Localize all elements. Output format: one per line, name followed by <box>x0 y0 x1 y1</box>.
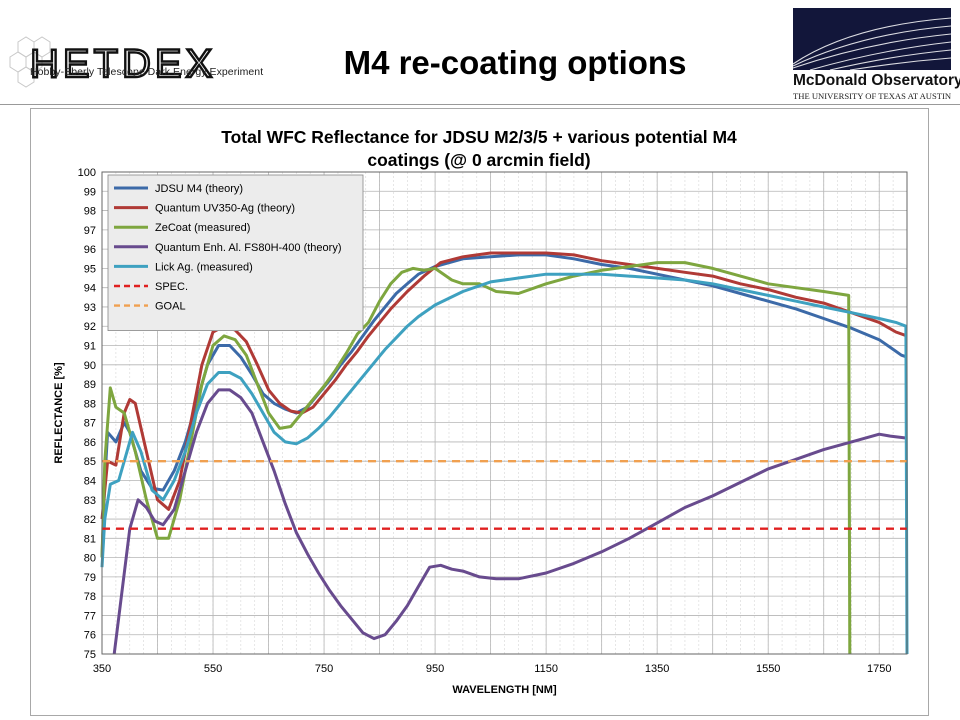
legend-entry: ZeCoat (measured) <box>155 222 250 234</box>
mountain-rays-icon <box>792 17 952 71</box>
y-tick-label: 91 <box>84 341 96 353</box>
series-line-3 <box>112 388 908 655</box>
y-tick-label: 92 <box>84 321 96 333</box>
y-tick-label: 90 <box>84 360 96 372</box>
slide-title: M4 re-coating options <box>343 44 687 81</box>
y-tick-label: 76 <box>84 630 96 642</box>
legend-entry: JDSU M4 (theory) <box>155 183 243 195</box>
legend-entry: GOAL <box>155 301 186 313</box>
legend-entry: Lick Ag. (measured) <box>155 261 253 273</box>
legend-entry: Quantum Enh. Al. FS80H-400 (theory) <box>155 242 341 254</box>
legend: JDSU M4 (theory) Quantum UV350-Ag (theory… <box>107 174 364 332</box>
y-tick-label: 89 <box>84 379 96 391</box>
y-tick-label: 96 <box>84 244 96 256</box>
y-tick-label: 98 <box>84 206 96 218</box>
y-tick-label: 95 <box>84 263 96 275</box>
mcdonald-subtitle: THE UNIVERSITY OF TEXAS AT AUSTIN <box>793 91 952 101</box>
x-tick-label: 550 <box>204 663 222 675</box>
series-line-2 <box>100 261 852 655</box>
series-layer <box>100 251 909 655</box>
y-tick-label: 99 <box>84 186 96 198</box>
y-tick-label: 78 <box>84 591 96 603</box>
x-tick-label: 1750 <box>867 663 891 675</box>
reflectance-chart: Total WFC Reflectance for JDSU M2/3/5 + … <box>53 127 909 696</box>
x-axis-label: WAVELENGTH [NM] <box>452 684 557 696</box>
mcdonald-logo <box>792 8 952 71</box>
y-tick-label: 93 <box>84 302 96 314</box>
y-tick-label: 88 <box>84 398 96 410</box>
y-tick-label: 86 <box>84 437 96 449</box>
x-tick-label: 350 <box>93 663 111 675</box>
series-line-4 <box>100 272 909 655</box>
hetdex-logo-text: HETDEX <box>30 42 216 86</box>
x-tick-label: 1350 <box>645 663 669 675</box>
chart-title-line2: coatings (@ 0 arcmin field) <box>367 150 590 170</box>
y-tick-label: 83 <box>84 495 96 507</box>
hetdex-logo: HETDEX <box>9 36 216 88</box>
series-line-1 <box>100 251 908 520</box>
chart-title-line1: Total WFC Reflectance for JDSU M2/3/5 + … <box>221 127 737 147</box>
y-tick-label: 77 <box>84 610 96 622</box>
header-divider <box>0 104 960 105</box>
y-tick-label: 81 <box>84 533 96 545</box>
plot-border <box>101 171 908 655</box>
y-tick-label: 85 <box>84 456 96 468</box>
y-tick-labels: 75 76 77 78 79 80 81 82 83 84 85 86 87 88 89 90 91 92 93 94… <box>78 167 96 661</box>
y-tick-label: 100 <box>78 167 96 179</box>
y-tick-label: 75 <box>84 649 96 661</box>
y-tick-label: 82 <box>84 514 96 526</box>
hexagon-pattern-icon <box>9 36 51 88</box>
x-tick-label: 750 <box>315 663 333 675</box>
x-tick-label: 1150 <box>534 663 558 675</box>
y-tick-label: 94 <box>84 283 96 295</box>
x-tick-label: 950 <box>426 663 444 675</box>
x-tick-label: 1550 <box>756 663 780 675</box>
y-axis-label: REFLECTANCE [%] <box>53 362 65 464</box>
y-tick-label: 79 <box>84 572 96 584</box>
legend-entry: SPEC. <box>155 281 188 293</box>
chart-frame: Total WFC Reflectance for JDSU M2/3/5 + … <box>30 108 929 716</box>
y-tick-label: 87 <box>84 418 96 430</box>
mcdonald-name: McDonald Observatory <box>793 72 960 89</box>
series-line-0 <box>100 253 908 558</box>
x-tick-labels: 350 550 750 950 1150 1350 1550 1750 <box>93 663 892 675</box>
y-tick-label: 84 <box>84 475 96 487</box>
hetdex-tagline: Hobby-Eberly Telescope Dark Energy Exper… <box>30 66 264 78</box>
legend-entry: Quantum UV350-Ag (theory) <box>155 203 295 215</box>
y-tick-label: 80 <box>84 553 96 565</box>
y-tick-label: 97 <box>84 225 96 237</box>
legend-box <box>107 174 364 332</box>
